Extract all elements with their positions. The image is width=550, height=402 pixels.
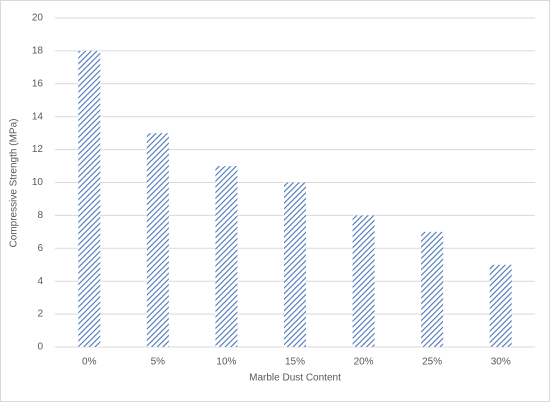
bar: [78, 50, 101, 348]
x-tick-label: 15%: [285, 357, 305, 368]
x-tick-label: 20%: [354, 357, 374, 368]
bar: [352, 215, 375, 347]
y-axis-label: Compressive Strength (MPa): [9, 119, 20, 248]
bar: [215, 166, 238, 347]
y-tick-label: 18: [32, 46, 44, 57]
y-tick-label: 14: [32, 111, 44, 122]
y-tick-label: 20: [32, 13, 44, 24]
x-tick-label: 0%: [82, 357, 97, 368]
x-tick-label: 10%: [216, 357, 236, 368]
bar: [284, 182, 306, 347]
y-tick-label: 6: [37, 243, 43, 254]
y-tick-label: 2: [37, 309, 43, 320]
y-tick-label: 12: [32, 144, 44, 155]
y-tick-label: 10: [32, 177, 44, 188]
x-tick-label: 25%: [422, 357, 442, 368]
x-tick-label: 30%: [491, 357, 511, 368]
bar: [489, 264, 512, 347]
y-tick-label: 8: [37, 210, 43, 221]
y-tick-label: 4: [37, 276, 43, 287]
x-tick-label: 5%: [151, 357, 166, 368]
bar: [146, 133, 169, 347]
y-tick-label: 0: [37, 342, 43, 353]
x-axis-label: Marble Dust Content: [249, 373, 341, 384]
y-tick-label: 16: [32, 78, 44, 89]
bar: [421, 231, 444, 347]
